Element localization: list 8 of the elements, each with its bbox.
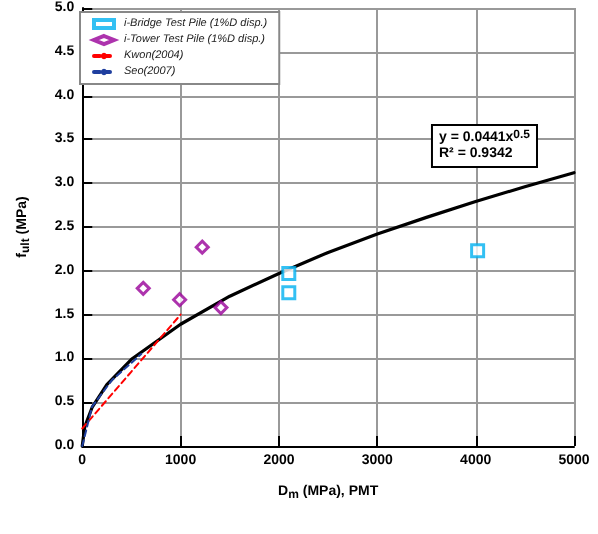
point bbox=[281, 265, 297, 281]
point bbox=[470, 243, 486, 259]
point bbox=[194, 239, 210, 255]
point bbox=[281, 285, 297, 301]
line-series bbox=[81, 353, 143, 447]
point bbox=[135, 280, 151, 296]
point bbox=[172, 292, 188, 308]
point bbox=[213, 300, 229, 316]
